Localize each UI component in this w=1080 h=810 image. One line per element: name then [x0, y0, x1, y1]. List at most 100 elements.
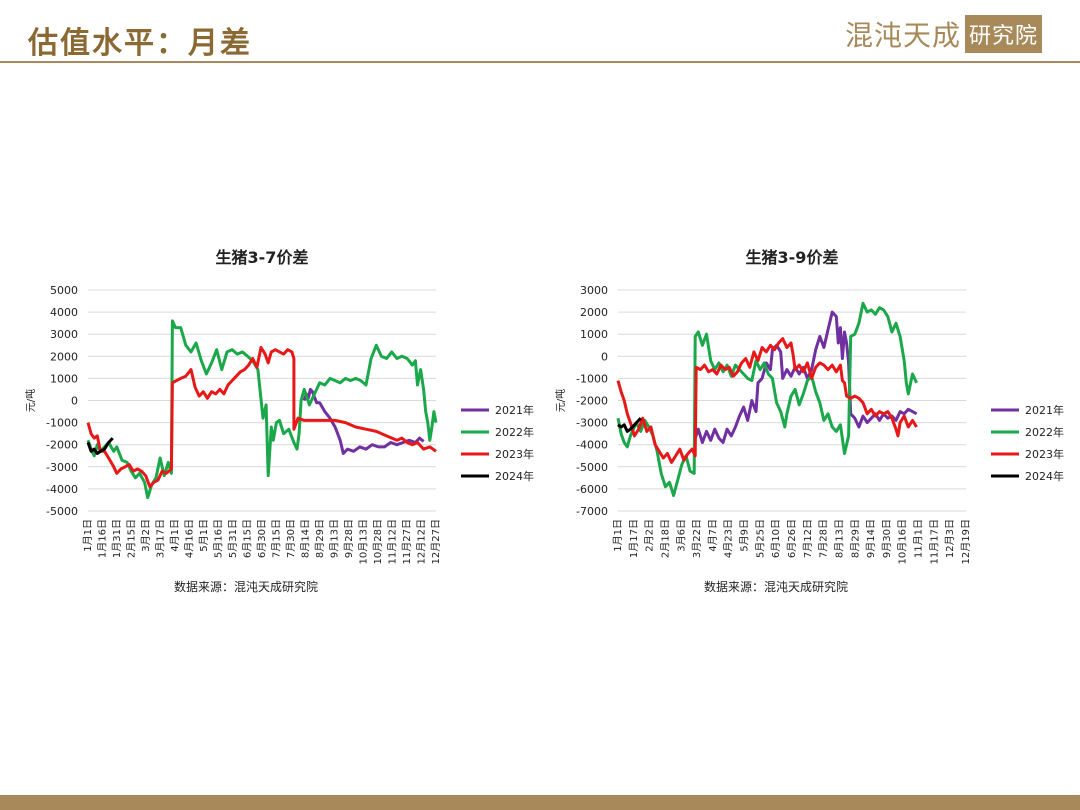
y-tick-label: -6000	[576, 483, 608, 496]
y-tick-label: -1000	[46, 417, 78, 430]
x-tick-label: 7月28日	[818, 519, 830, 558]
y-tick-label: -7000	[576, 505, 608, 518]
x-tick-label: 11月1日	[913, 519, 925, 558]
page-title: 估值水平：月差	[28, 26, 252, 61]
x-tick-label: 10月13日	[358, 519, 370, 564]
x-tick-label: 4月16日	[184, 519, 196, 558]
x-tick-label: 3月22日	[691, 519, 703, 558]
y-axis-label: 元/吨	[554, 389, 567, 412]
legend-entry: 2023年	[1025, 447, 1064, 461]
legend-entry: 2024年	[1025, 469, 1064, 483]
x-tick-label: 1月1日	[82, 519, 94, 552]
x-tick-label: 4月7日	[707, 519, 719, 552]
x-tick-label: 3月17日	[155, 519, 167, 558]
logo-text: 混沌天成	[845, 19, 962, 52]
x-tick-label: 9月28日	[343, 519, 355, 558]
x-tick-label: 1月17日	[628, 519, 640, 558]
y-tick-label: -1000	[576, 372, 608, 385]
x-tick-label: 12月19日	[960, 519, 972, 564]
x-tick-label: 9月13日	[329, 519, 341, 558]
x-tick-label: 11月17日	[928, 519, 940, 564]
y-tick-label: 2000	[50, 350, 78, 363]
y-tick-label: 4000	[50, 306, 78, 319]
x-tick-label: 1月31日	[111, 519, 123, 558]
x-tick-label: 8月14日	[300, 519, 312, 558]
x-tick-label: 5月31日	[227, 519, 239, 558]
y-tick-label: -2000	[46, 439, 78, 452]
x-tick-label: 9月14日	[865, 519, 877, 558]
series-line-2022年	[616, 301, 918, 497]
legend-entry: 2021年	[495, 403, 534, 417]
y-tick-label: 2000	[580, 306, 608, 319]
x-tick-label: 12月3日	[944, 519, 956, 558]
x-tick-label: 4月1日	[169, 519, 181, 552]
y-tick-label: 1000	[580, 328, 608, 341]
x-tick-label: 10月16日	[897, 519, 909, 564]
series-line-2022年	[86, 319, 438, 500]
x-tick-label: 3月6日	[675, 519, 687, 552]
y-tick-label: -4000	[576, 439, 608, 452]
legend-entry: 2023年	[495, 447, 534, 461]
x-tick-label: 12月12日	[416, 519, 428, 564]
legend-entry: 2022年	[495, 425, 534, 439]
x-tick-label: 11月12日	[387, 519, 399, 564]
chart-spread-3-9: 生猪3-9价差 3000 2000 1000 0 -1000 -2000 -3000 -4000…	[548, 240, 1068, 610]
source-note: 数据来源：混沌天成研究院	[174, 579, 318, 594]
x-tick-label: 8月29日	[314, 519, 326, 558]
x-tick-label: 9月30日	[881, 519, 893, 558]
x-tick-label: 5月16日	[213, 519, 225, 558]
x-tick-label: 5月1日	[198, 519, 210, 552]
x-tick-label: 6月10日	[770, 519, 782, 558]
y-tick-label: 0	[601, 350, 608, 363]
chart-3-9-svg: 生猪3-9价差 3000 2000 1000 0 -1000 -2000 -3000 -4000…	[554, 248, 1064, 594]
x-tick-label: 10月28日	[372, 519, 384, 564]
title-divider	[0, 61, 1080, 63]
logo-box-text: 研究院	[965, 15, 1043, 53]
x-tick-label: 7月12日	[802, 519, 814, 558]
y-tick-label: 5000	[50, 284, 78, 297]
x-tick-label: 6月26日	[786, 519, 798, 558]
y-tick-label: -5000	[576, 461, 608, 474]
x-tick-label: 2月15日	[126, 519, 138, 558]
y-tick-label: 0	[71, 395, 78, 408]
x-tick-label: 6月30日	[256, 519, 268, 558]
x-tick-label: 8月29日	[849, 519, 861, 558]
y-tick-label: -2000	[576, 395, 608, 408]
chart-title: 生猪3-9价差	[746, 248, 839, 267]
x-tick-label: 12月27日	[430, 519, 442, 564]
series-line-2023年	[86, 346, 437, 489]
legend-entry: 2024年	[495, 469, 534, 483]
y-tick-label: 3000	[50, 328, 78, 341]
source-note: 数据来源：混沌天成研究院	[704, 579, 848, 594]
x-tick-label: 7月30日	[285, 519, 297, 558]
x-tick-label: 3月2日	[140, 519, 152, 552]
y-tick-label: 3000	[580, 284, 608, 297]
x-tick-label: 2月18日	[659, 519, 671, 558]
y-tick-label: -3000	[46, 461, 78, 474]
x-tick-label: 8月13日	[833, 519, 845, 558]
chart-title: 生猪3-7价差	[216, 248, 309, 267]
x-tick-label: 1月1日	[612, 519, 624, 552]
y-tick-label: -5000	[46, 505, 78, 518]
series-line-2023年	[616, 337, 918, 464]
y-tick-label: -3000	[576, 417, 608, 430]
x-tick-label: 6月15日	[242, 519, 254, 558]
x-tick-label: 7月15日	[271, 519, 283, 558]
chart-spread-3-7: 生猪3-7价差 5000 4000 3000 2000 1000 0 -1000 -2000 -3…	[18, 240, 538, 610]
logo: 混沌天成 研究院	[845, 14, 1043, 54]
x-tick-label: 1月16日	[97, 519, 109, 558]
x-tick-label: 4月23日	[723, 519, 735, 558]
x-tick-label: 11月27日	[401, 519, 413, 564]
footer-bar	[0, 795, 1080, 810]
legend-entry: 2021年	[1025, 403, 1064, 417]
chart-3-7-svg: 生猪3-7价差 5000 4000 3000 2000 1000 0 -1000 -2000 -3…	[24, 248, 534, 594]
series-line-2024年	[617, 417, 642, 433]
x-tick-label: 5月9日	[739, 519, 751, 552]
y-tick-label: 1000	[50, 372, 78, 385]
series-line-2024年	[86, 437, 114, 455]
x-tick-label: 2月2日	[644, 519, 656, 552]
x-tick-label: 5月25日	[754, 519, 766, 558]
y-tick-label: -4000	[46, 483, 78, 496]
y-axis-label: 元/吨	[24, 389, 37, 412]
legend-entry: 2022年	[1025, 425, 1064, 439]
